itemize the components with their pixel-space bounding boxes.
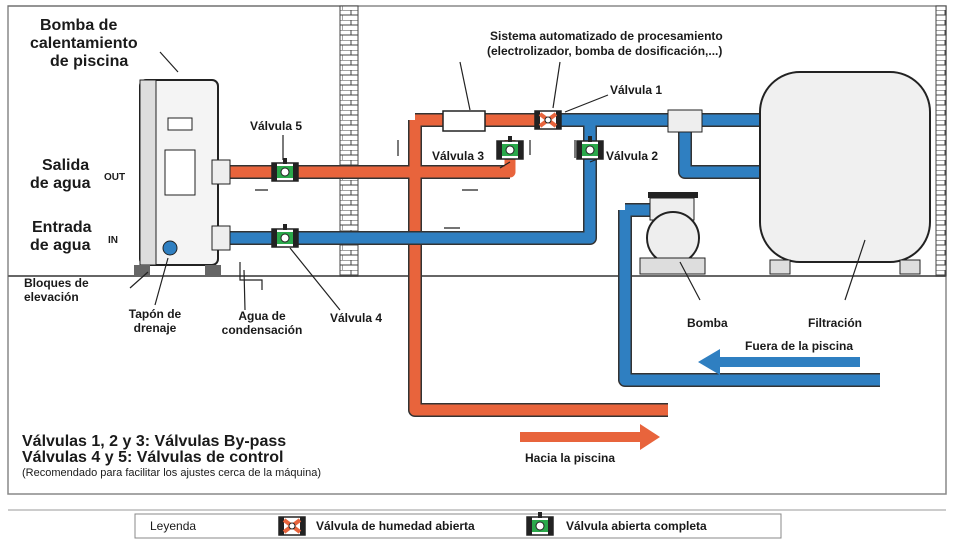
legend-icon <box>279 517 305 535</box>
legend-item: Válvula de humedad abierta <box>316 519 475 533</box>
note: Válvulas 1, 2 y 3: Válvulas By-pass <box>22 433 286 450</box>
to-pool-label: Hacia la piscina <box>525 451 615 465</box>
note: Válvulas 4 y 5: Válvulas de control <box>22 449 283 466</box>
from-pool-label: Fuera de la piscina <box>745 339 853 353</box>
processing-unit <box>443 111 485 131</box>
diagram: Bomba decalentamientode piscina Salidade… <box>0 0 954 541</box>
valve <box>535 111 561 129</box>
note: (Recomendado para facilitar los ajustes … <box>22 467 321 479</box>
wall <box>936 6 946 276</box>
in-tag: IN <box>108 235 118 246</box>
valve-3-label: Válvula 3 <box>432 149 484 163</box>
valve-2-label: Válvula 2 <box>606 149 658 163</box>
automated-system-label: Sistema automatizado de procesamiento(el… <box>487 29 723 58</box>
out-tag: OUT <box>104 172 125 183</box>
valve-1-label: Válvula 1 <box>610 83 662 97</box>
legend-title: Leyenda <box>150 519 196 533</box>
valve-5-label: Válvula 5 <box>250 119 302 133</box>
valve-4-label: Válvula 4 <box>330 311 382 325</box>
pump-label: Bomba <box>687 316 728 330</box>
filtration-label: Filtración <box>808 316 862 330</box>
legend-item: Válvula abierta completa <box>566 519 707 533</box>
